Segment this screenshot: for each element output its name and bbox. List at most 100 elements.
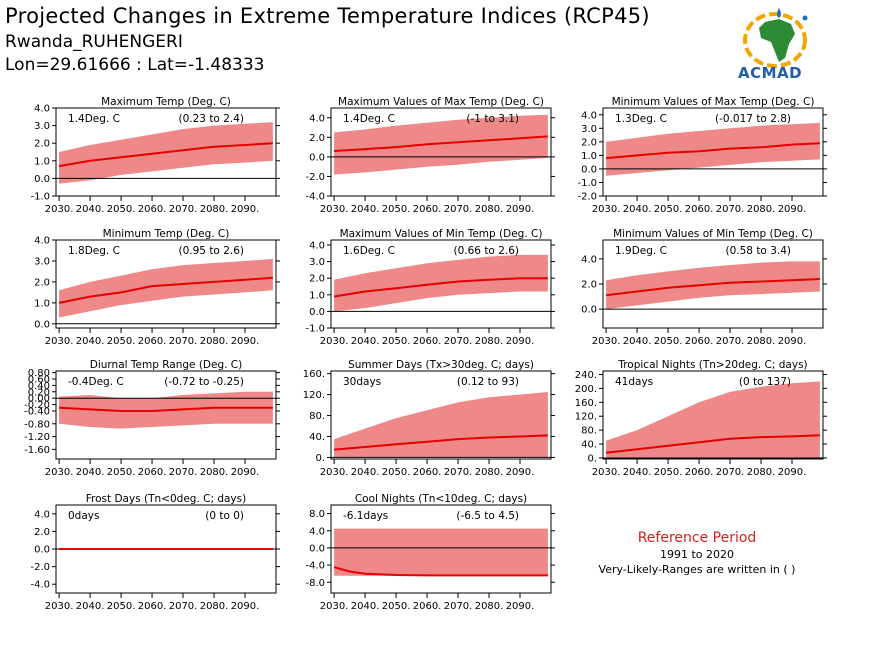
chart-range: (-0.72 to -0.25)	[164, 376, 244, 388]
x-tick-label: 2030.	[320, 204, 349, 215]
x-tick-label: 2070.	[716, 204, 745, 215]
x-tick-label: 2090.	[231, 601, 260, 612]
plot-frame	[602, 107, 824, 197]
chart-range: (0 to 0)	[205, 510, 244, 522]
median-line	[58, 276, 273, 304]
chart-range: (0.58 to 3.4)	[726, 245, 792, 257]
x-tick-label: 2030.	[592, 204, 621, 215]
y-tick-label: 4.0	[581, 110, 597, 121]
x-tick-label: 2030.	[592, 467, 621, 478]
y-tick-label: -0.40	[24, 407, 50, 418]
coordinates: Lon=29.61666 : Lat=-1.48333	[5, 55, 265, 75]
y-tick-label: 0.0	[309, 152, 325, 163]
x-tick-label: 2070.	[169, 204, 198, 215]
x-tick-label: 2080.	[475, 467, 504, 478]
range-band	[606, 261, 820, 310]
plot-frame	[330, 504, 552, 594]
y-tick-label: 4.0	[34, 509, 50, 520]
y-tick-label: 2.0	[34, 139, 50, 150]
x-tick-label: 2090.	[506, 467, 535, 478]
x-tick-label: 2050.	[382, 467, 411, 478]
y-tick-label: 0.60	[28, 375, 50, 386]
range-band	[334, 114, 548, 175]
x-tick-label: 2080.	[747, 204, 776, 215]
chart-summary: -0.4Deg. C	[68, 376, 124, 388]
y-tick-label: 2.0	[34, 277, 50, 288]
plot-frame	[55, 107, 277, 197]
x-tick-label: 2080.	[475, 336, 504, 347]
x-tick-label: 2030.	[45, 204, 74, 215]
chart-summary: 1.4Deg. C	[343, 113, 395, 125]
x-tick-label: 2050.	[107, 204, 136, 215]
chart-range: (-0.017 to 2.8)	[715, 113, 791, 125]
chart-title: Minimum Values of Max Temp (Deg. C)	[612, 96, 815, 108]
chart-range: (0 to 137)	[739, 376, 791, 388]
x-tick-label: 2090.	[231, 336, 260, 347]
y-tick-label: 1.0	[34, 298, 50, 309]
x-tick-label: 2040.	[623, 204, 652, 215]
x-tick-label: 2040.	[76, 204, 105, 215]
chart-title: Maximum Temp (Deg. C)	[101, 96, 231, 108]
median-line	[59, 406, 273, 412]
x-tick-label: 2070.	[716, 336, 745, 347]
chart-summary: 1.4Deg. C	[68, 113, 120, 125]
x-tick-label: 2060.	[685, 467, 714, 478]
x-tick-label: 2070.	[444, 336, 473, 347]
x-tick-label: 2040.	[76, 467, 105, 478]
x-tick-label: 2050.	[654, 467, 683, 478]
y-tick-label: -0.20	[24, 400, 50, 411]
y-tick-label: -1.0	[305, 324, 325, 335]
chart-title: Tropical Nights (Tn>20deg. C; days)	[617, 359, 807, 371]
y-tick-label: 0.40	[28, 381, 50, 392]
y-tick-label: -4.0	[305, 561, 325, 572]
x-tick-label: 2090.	[506, 336, 535, 347]
y-tick-label: -4.0	[305, 192, 325, 203]
x-tick-label: 2060.	[138, 601, 167, 612]
plot-frame	[55, 370, 277, 460]
acmad-logo-text: ACMAD	[738, 64, 803, 82]
y-tick-label: 3.0	[581, 124, 597, 135]
y-tick-label: -1.0	[577, 178, 597, 189]
chart-panel: -1.60 -1.20 -0.80-0.40-0.200.000.200.400.6…	[24, 359, 280, 478]
region-name: Rwanda_RUHENGERI	[5, 32, 183, 52]
y-tick-label: -2.0	[305, 172, 325, 183]
chart-range: (0.23 to 2.4)	[179, 113, 245, 125]
x-tick-label: 2090.	[506, 204, 535, 215]
x-tick-label: 2060.	[413, 336, 442, 347]
y-tick-label: -0.80	[24, 419, 50, 430]
y-tick-label: -2.0	[577, 192, 597, 203]
x-tick-label: 2080.	[200, 336, 229, 347]
median-line	[58, 142, 273, 168]
y-tick-label: -1.0	[30, 192, 50, 203]
plot-frame	[330, 107, 552, 197]
y-tick-label: 120.	[575, 412, 597, 423]
plot-frame	[330, 370, 552, 460]
y-tick-label: 0.	[315, 453, 325, 464]
median-line	[334, 135, 548, 152]
x-tick-label: 2090.	[778, 336, 807, 347]
chart-summary: 30days	[343, 376, 381, 388]
x-tick-label: 2040.	[351, 336, 380, 347]
x-tick-label: 2030.	[45, 601, 74, 612]
y-tick-label: 0.0	[34, 545, 50, 556]
x-tick-label: 2040.	[351, 467, 380, 478]
y-tick-label: 80.	[581, 426, 597, 437]
y-tick-label: 40.	[309, 432, 325, 443]
median-line	[606, 142, 820, 160]
x-tick-label: 2030.	[592, 336, 621, 347]
y-tick-label: 120.	[303, 390, 325, 401]
y-tick-label: 160.	[575, 398, 597, 409]
median-line	[333, 566, 548, 577]
y-tick-label: 2.0	[309, 133, 325, 144]
y-tick-label: 240.	[575, 370, 597, 381]
y-tick-label: 0.80	[28, 368, 50, 379]
acmad-logo	[743, 8, 808, 68]
y-tick-label: 0.0	[34, 174, 50, 185]
median-line	[605, 278, 820, 297]
y-tick-label: 3.0	[34, 121, 50, 132]
y-tick-label: 3.0	[34, 256, 50, 267]
y-tick-label: 4.0	[309, 240, 325, 251]
